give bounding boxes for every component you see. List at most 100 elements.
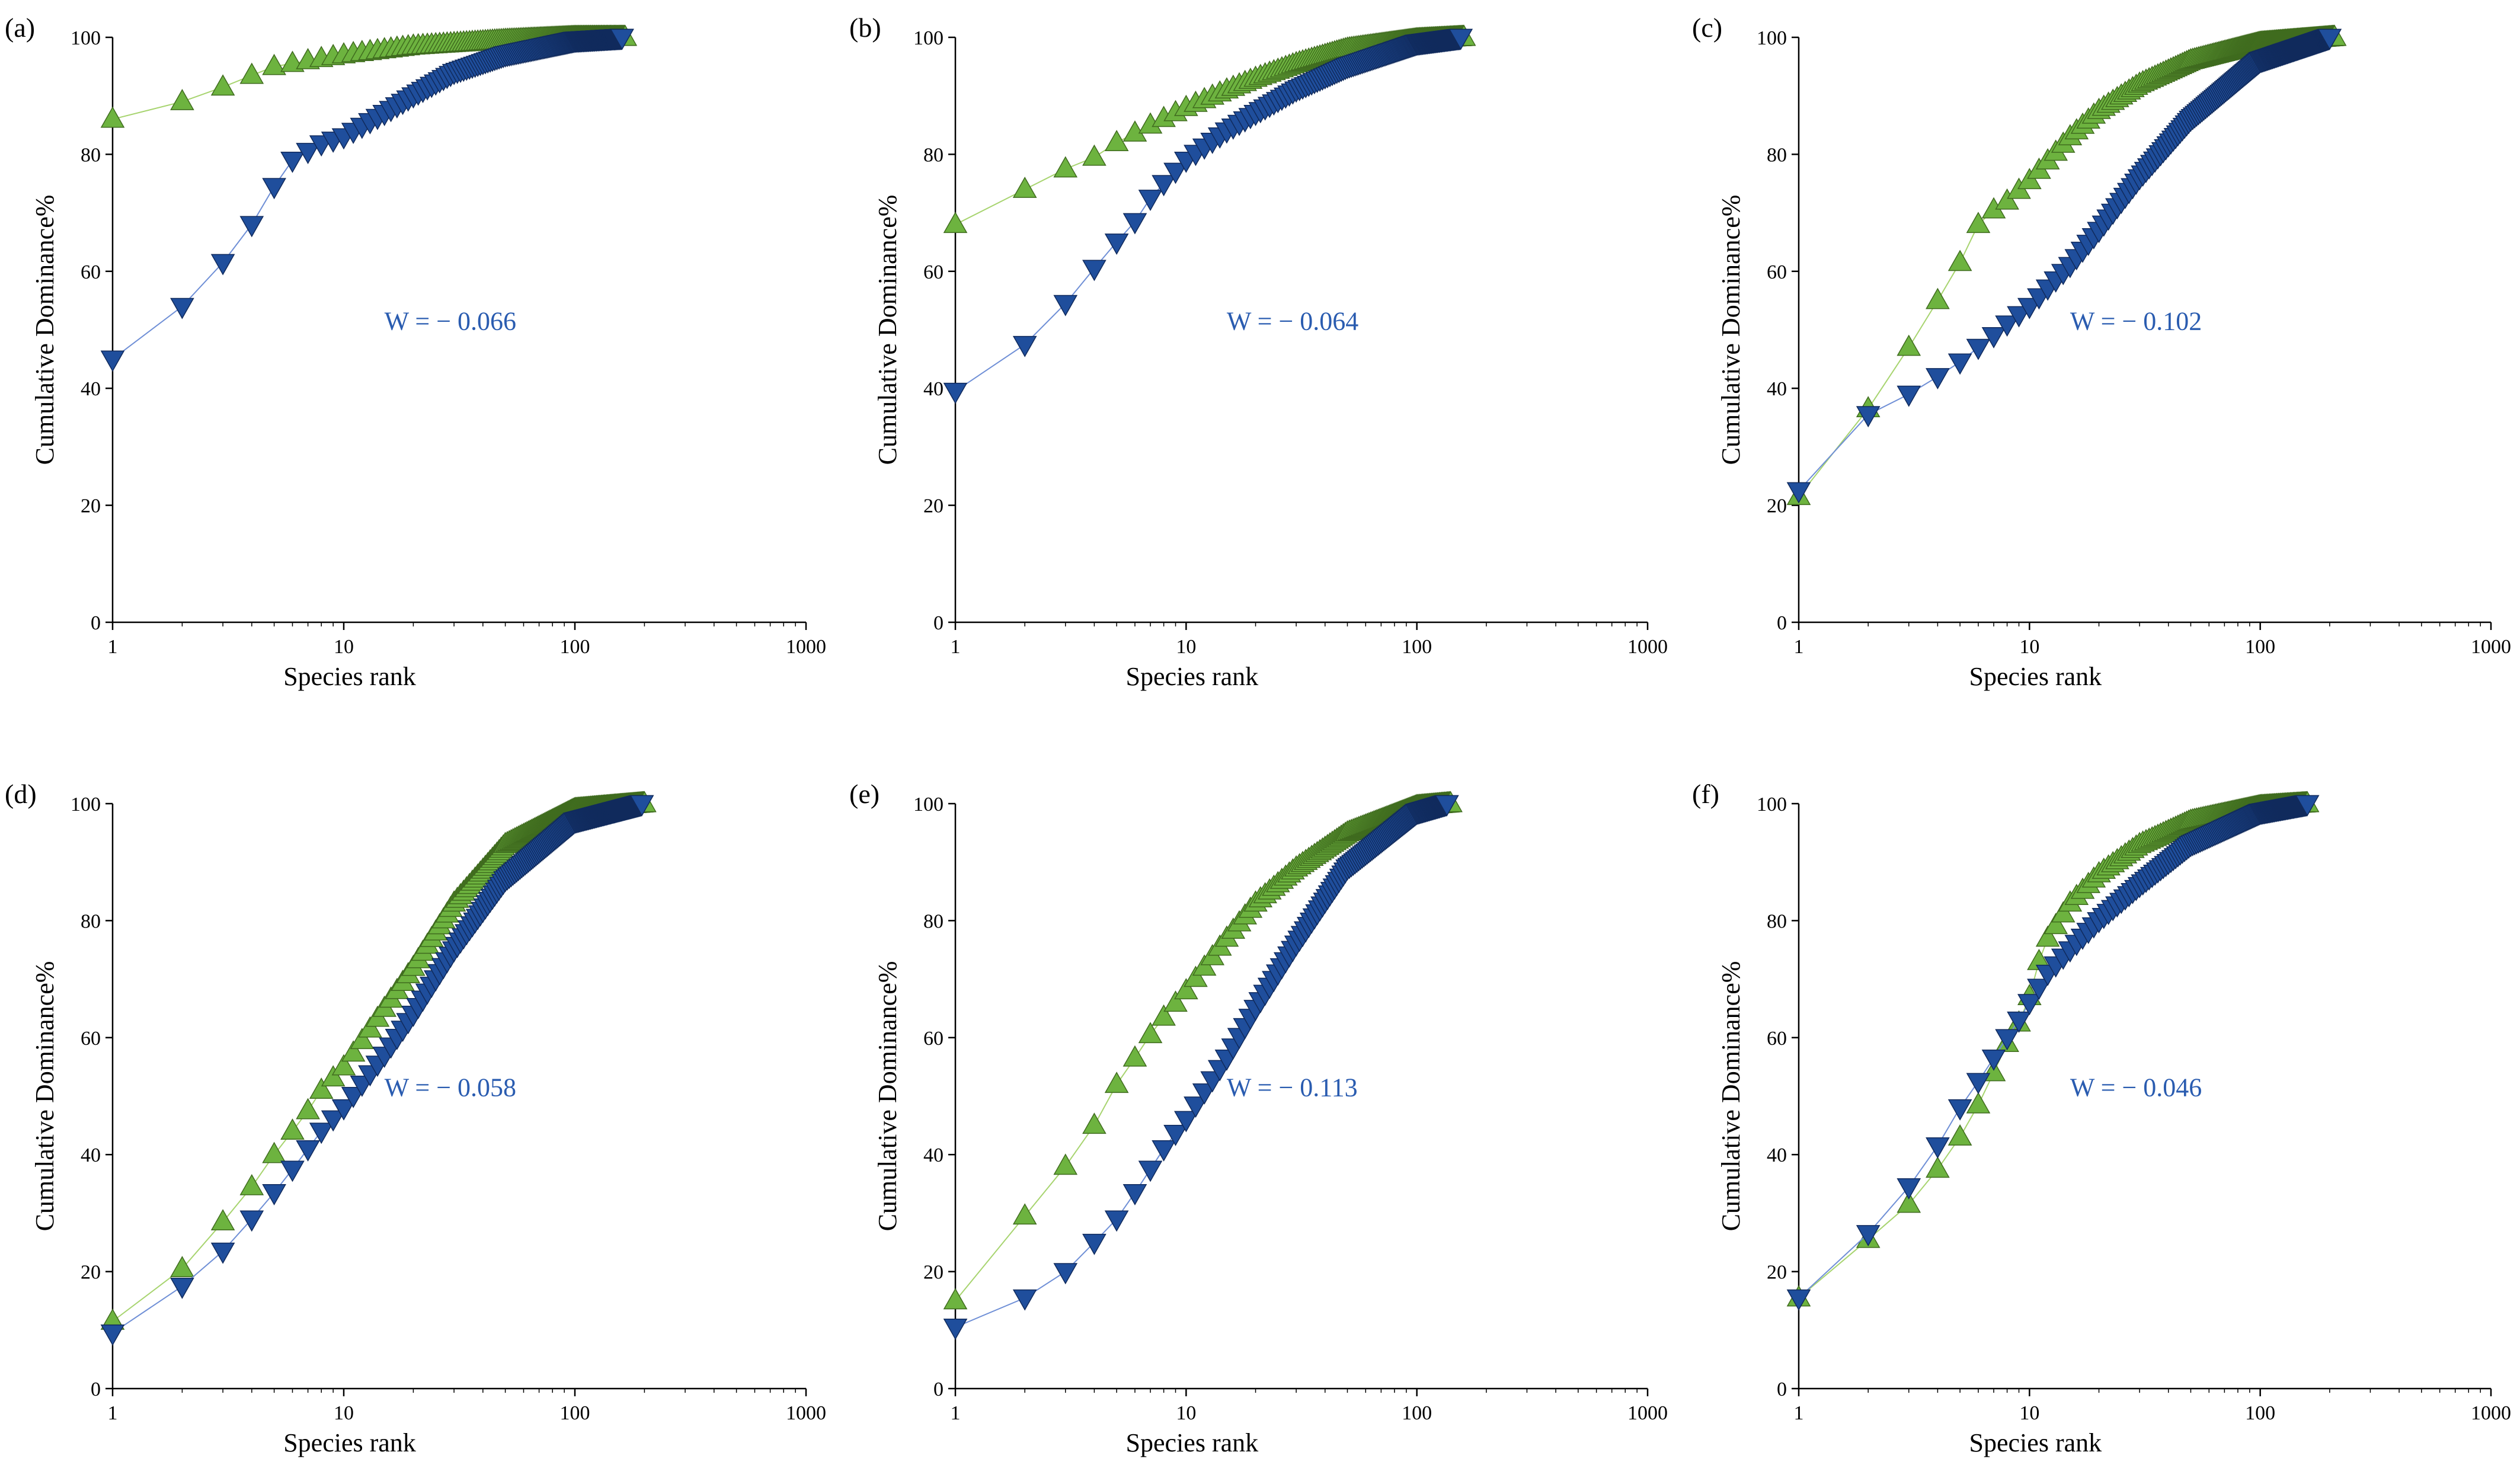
y-tick-label: 100 (1757, 27, 1787, 49)
x-tick-label: 100 (1402, 1402, 1432, 1424)
data-point-marker (1082, 1112, 1107, 1134)
y-tick-label: 20 (1767, 1262, 1787, 1284)
y-axis-title: Cumulative Dominance% (873, 195, 902, 465)
y-tick-label: 100 (913, 794, 944, 815)
data-point-marker (1123, 1184, 1147, 1205)
x-tick-label: 100 (560, 636, 590, 658)
x-tick-label: 10 (2019, 636, 2039, 658)
x-tick-label: 1 (108, 1402, 118, 1424)
data-point-marker (262, 53, 286, 75)
y-tick-label: 40 (923, 378, 944, 400)
series-biomass (943, 28, 1473, 404)
chart-panel-b: (b) 0 20 40 60 80 100 1 10 100 1000 Species rank Cum… (849, 12, 1668, 691)
data-point-marker (943, 212, 968, 234)
y-axis-title: Cumulative Dominance% (30, 195, 59, 465)
y-tick-label: 20 (1767, 495, 1787, 517)
data-point-marker (309, 1122, 334, 1144)
y-tick-label: 0 (1777, 1379, 1787, 1400)
data-point-marker (1786, 1289, 1811, 1311)
data-point-marker (1104, 1210, 1129, 1232)
y-tick-label: 0 (1777, 612, 1787, 634)
data-point-marker (1966, 212, 1991, 234)
y-tick-label: 60 (923, 1028, 944, 1050)
x-tick-label: 1 (951, 1402, 961, 1424)
series-biomass (100, 28, 634, 372)
data-point-marker (1012, 1289, 1037, 1311)
x-axis-title: Species rank (1969, 1428, 2102, 1457)
series-biomass (100, 795, 654, 1346)
data-point-marker (1856, 1225, 1881, 1246)
data-point-marker (100, 106, 125, 128)
y-tick-label: 40 (1767, 378, 1787, 400)
data-point-marker (296, 1140, 320, 1162)
data-point-marker (2051, 901, 2076, 923)
panel-label: (f) (1692, 779, 1719, 809)
x-tick-label: 1 (951, 636, 961, 658)
data-point-marker (170, 89, 194, 110)
data-point-marker (1966, 1092, 1991, 1114)
data-point-marker (239, 1210, 264, 1232)
data-point-marker (1786, 482, 1811, 504)
x-tick-label: 100 (560, 1402, 590, 1424)
data-point-marker (1966, 1073, 1991, 1095)
chart-panel-c: (c) 0 20 40 60 80 100 1 10 100 1000 Species rank Cum… (1692, 12, 2511, 691)
y-tick-label: 0 (91, 1379, 101, 1400)
data-point-marker (1082, 1233, 1107, 1255)
data-point-marker (350, 1028, 375, 1050)
y-tick-label: 0 (933, 612, 944, 634)
data-point-marker (1053, 156, 1078, 178)
data-point-marker (1995, 1029, 2019, 1051)
data-point-marker (262, 178, 286, 200)
data-point-marker (1138, 1160, 1163, 1182)
data-point-marker (2035, 925, 2060, 947)
data-point-marker (280, 1118, 305, 1140)
data-point-marker (943, 1319, 968, 1340)
data-point-marker (321, 1110, 346, 1132)
data-point-marker (170, 1256, 194, 1277)
data-point-marker (1995, 315, 2019, 337)
data-point-marker (1947, 250, 1972, 271)
data-point-marker (1926, 1137, 1950, 1159)
chart-panel-e: (e) 0 20 40 60 80 100 1 10 100 1000 Species rank Cum… (849, 779, 1668, 1457)
panel-label: (a) (5, 12, 35, 43)
data-point-marker (1104, 1072, 1129, 1093)
data-point-marker (210, 1209, 235, 1231)
data-point-marker (1947, 1099, 1972, 1121)
x-tick-label: 1000 (786, 636, 826, 658)
x-tick-label: 1000 (1627, 636, 1668, 658)
data-point-marker (1897, 385, 1921, 407)
data-point-marker (1897, 1191, 1921, 1213)
x-tick-label: 1000 (1627, 1402, 1668, 1424)
y-tick-label: 40 (923, 1144, 944, 1166)
chart-panel-f: (f) 0 20 40 60 80 100 1 10 100 1000 Species rank Cum… (1692, 779, 2511, 1457)
x-tick-label: 1000 (786, 1402, 826, 1424)
series-line (1798, 803, 2308, 1299)
series-abundance (943, 791, 1463, 1310)
y-tick-label: 20 (923, 1262, 944, 1284)
x-tick-label: 1000 (2471, 1402, 2511, 1424)
data-point-marker (1152, 175, 1176, 197)
x-tick-label: 10 (334, 636, 354, 658)
data-point-marker (358, 1016, 382, 1038)
y-tick-label: 80 (1767, 910, 1787, 932)
x-axis-title: Species rank (283, 662, 416, 691)
y-tick-label: 40 (81, 1144, 101, 1166)
x-tick-label: 1000 (2471, 636, 2511, 658)
data-point-marker (1926, 1156, 1950, 1178)
data-point-marker (1897, 334, 1921, 356)
y-tick-label: 20 (923, 495, 944, 517)
data-point-marker (1947, 1124, 1972, 1146)
y-tick-label: 40 (1767, 1144, 1787, 1166)
x-tick-label: 10 (1176, 1402, 1196, 1424)
data-point-marker (1123, 1045, 1147, 1067)
data-point-marker (239, 1173, 264, 1195)
y-tick-label: 20 (81, 495, 101, 517)
data-point-marker (629, 795, 654, 817)
data-point-marker (280, 1160, 305, 1182)
data-point-marker (1152, 1140, 1176, 1162)
data-point-marker (331, 1099, 356, 1121)
data-point-marker (100, 1324, 125, 1346)
data-point-marker (1981, 1050, 2006, 1071)
data-point-marker (1152, 1004, 1176, 1026)
data-point-marker (210, 1242, 235, 1264)
